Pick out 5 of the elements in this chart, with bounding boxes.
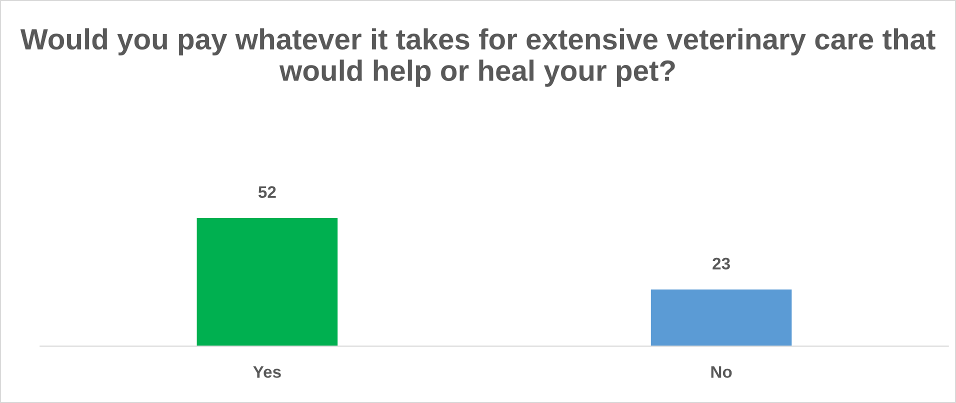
x-tick-label: No (711, 366, 732, 378)
x-tick-label: Yes (253, 366, 281, 378)
chart-title: Would you pay whatever it takes for extensive veterinary care that would help or heal your pet? (20, 28, 936, 87)
data-label: 23 (712, 258, 730, 270)
data-label: 52 (258, 186, 276, 198)
